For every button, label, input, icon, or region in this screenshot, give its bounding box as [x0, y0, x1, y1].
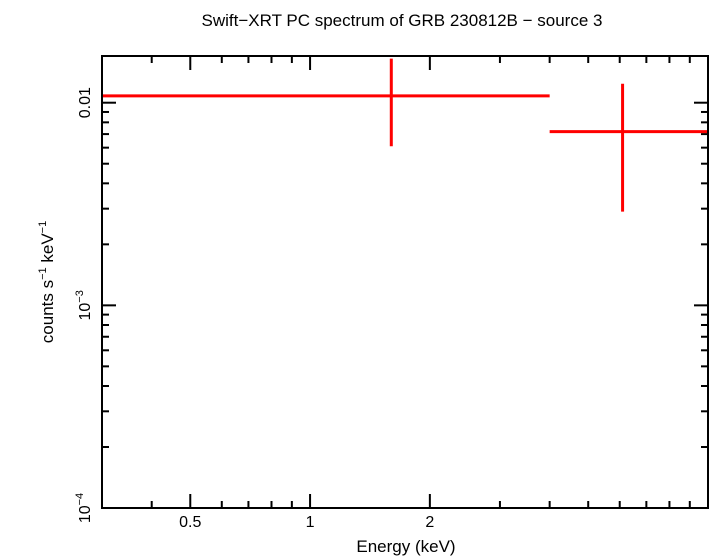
axis-ticks [101, 56, 709, 509]
data-points [102, 58, 708, 212]
tick-labels: 0.5 1 2 0.01 10−3 10−4 [74, 87, 434, 531]
x-tick-label: 2 [425, 514, 434, 531]
y-axis-label-middle: keV [38, 233, 57, 268]
x-axis-label: Energy (keV) [356, 537, 455, 556]
plot-frame [101, 55, 709, 509]
y-axis-label: counts s−1 keV−1 [37, 221, 57, 343]
y-tick-label: 10−3 [74, 290, 94, 320]
y-axis-label-exp2: −1 [37, 221, 49, 234]
chart-title: Swift−XRT PC spectrum of GRB 230812B − s… [202, 11, 603, 30]
y-tick-label: 10−4 [74, 493, 94, 523]
x-tick-label: 0.5 [179, 514, 201, 531]
x-tick-label: 1 [306, 514, 315, 531]
y-tick-label: 0.01 [77, 87, 94, 118]
y-axis-label-prefix: counts s [38, 280, 57, 343]
y-axis-label-exp1: −1 [37, 267, 49, 280]
